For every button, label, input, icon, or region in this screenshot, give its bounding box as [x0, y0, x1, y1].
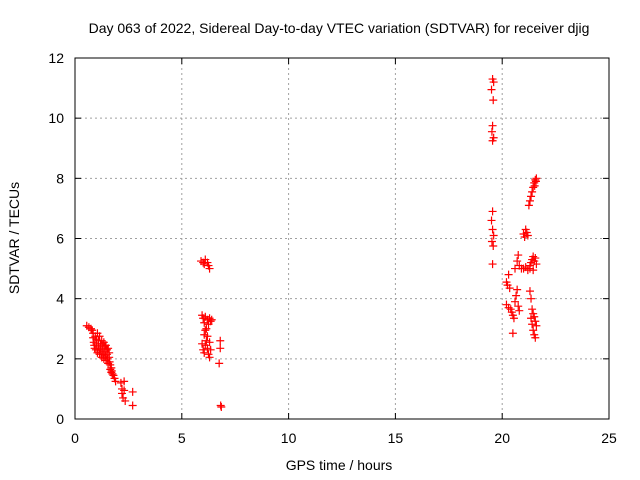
data-point-marker [488, 260, 497, 269]
data-point-marker [530, 181, 539, 190]
y-tick-label: 0 [56, 411, 64, 427]
data-point-marker [531, 333, 540, 342]
data-point-marker [205, 338, 214, 347]
x-tick-label: 10 [281, 430, 297, 446]
data-point-marker [128, 387, 137, 396]
x-tick-label: 25 [601, 430, 617, 446]
data-point-marker [206, 345, 215, 354]
data-point-marker [528, 320, 537, 329]
data-point-marker [111, 377, 120, 386]
data-point-marker [513, 257, 522, 266]
data-point-marker [488, 207, 497, 216]
data-point-marker [489, 78, 498, 87]
data-point-marker [216, 336, 225, 345]
y-tick-label: 12 [48, 50, 64, 66]
data-point-marker [531, 254, 540, 263]
chart-tick-labels: 0 5 10 15 20 25 0 2 4 6 8 10 12 [48, 50, 617, 446]
data-point-marker [95, 332, 104, 341]
data-point-marker [108, 369, 117, 378]
data-point-marker [217, 402, 226, 411]
data-point-marker [200, 348, 209, 357]
chart-title: Day 063 of 2022, Sidereal Day-to-day VTE… [89, 20, 590, 36]
data-point-marker [513, 285, 522, 294]
x-tick-label: 0 [71, 430, 79, 446]
data-point-marker [505, 284, 514, 293]
data-point-marker [87, 324, 96, 333]
data-point-marker [514, 251, 523, 260]
data-point-marker [527, 314, 536, 323]
y-tick-label: 6 [56, 231, 64, 247]
data-point-marker [527, 294, 536, 303]
data-point-marker [488, 136, 497, 145]
data-point-marker [523, 231, 532, 240]
data-point-marker [514, 302, 523, 311]
data-point-marker [202, 324, 211, 333]
data-point-marker [529, 183, 538, 192]
data-point-marker [203, 332, 212, 341]
y-tick-label: 10 [48, 110, 64, 126]
y-axis-label: SDTVAR / TECUs [6, 182, 22, 294]
data-point-marker [487, 237, 496, 246]
data-point-marker [532, 260, 541, 269]
x-axis-label: GPS time / hours [286, 457, 393, 473]
chart-grid [75, 58, 609, 419]
data-point-marker [487, 85, 496, 94]
y-tick-label: 4 [56, 291, 64, 307]
data-point-marker [531, 177, 540, 186]
x-tick-label: 5 [178, 430, 186, 446]
data-point-marker [508, 329, 517, 338]
data-point-marker [529, 326, 538, 335]
data-point-marker [121, 396, 130, 405]
data-point-marker [531, 175, 540, 184]
data-point-marker [488, 121, 497, 130]
data-point-marker [527, 192, 536, 201]
data-point-marker [529, 266, 538, 275]
y-tick-label: 2 [56, 351, 64, 367]
y-tick-label: 8 [56, 170, 64, 186]
data-point-marker [509, 314, 518, 323]
data-point-marker [487, 216, 496, 225]
data-point-marker [489, 231, 498, 240]
data-point-marker [532, 321, 541, 330]
x-tick-label: 20 [494, 430, 510, 446]
data-point-marker [207, 315, 216, 324]
data-point-marker [512, 291, 521, 300]
data-point-marker [104, 344, 113, 353]
data-points [82, 75, 541, 411]
data-point-marker [525, 287, 534, 296]
data-point-marker [488, 225, 497, 234]
x-tick-label: 15 [388, 430, 404, 446]
data-point-marker [489, 96, 498, 105]
data-point-marker [524, 201, 533, 210]
data-point-marker [205, 264, 214, 273]
data-point-marker [216, 401, 225, 410]
data-point-marker [525, 196, 534, 205]
data-point-marker [128, 401, 137, 410]
data-point-marker [504, 270, 513, 279]
plot-frame [74, 57, 610, 420]
data-point-marker [120, 377, 129, 386]
data-point-marker [515, 306, 524, 315]
data-point-marker [528, 187, 537, 196]
data-point-marker [511, 297, 520, 306]
data-point-marker [120, 386, 129, 395]
data-point-marker [201, 326, 210, 335]
data-point-marker [205, 353, 214, 362]
data-point-marker [528, 305, 537, 314]
data-point-marker [206, 317, 215, 326]
data-point-marker [487, 127, 496, 136]
data-point-marker [215, 359, 224, 368]
data-point-marker [216, 344, 225, 353]
data-point-marker [489, 242, 498, 251]
